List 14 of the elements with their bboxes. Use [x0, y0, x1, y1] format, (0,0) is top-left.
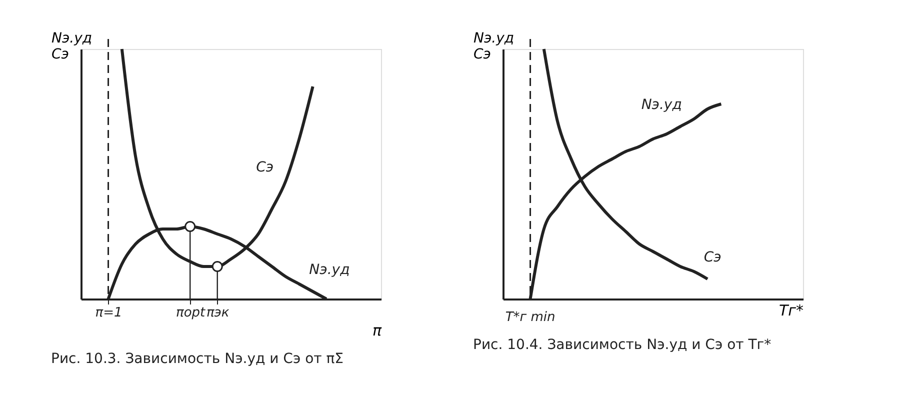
x-axis-title: π	[372, 322, 382, 340]
y-axis-title: Nэ.уд Cэ	[474, 30, 514, 62]
x-tick-label: π=1	[95, 306, 122, 320]
series-label: Nэ.уд	[641, 97, 682, 113]
series-label: Cэ	[256, 160, 274, 176]
y-axis-title: Nэ.уд Cэ	[52, 30, 92, 62]
text: Рис. 10.3. Зависимость Nэ.уд и Cэ от πΣ	[51, 351, 344, 367]
text: Рис. 10.4. Зависимость Nэ.уд и Cэ от Tг*	[473, 337, 772, 353]
x-axis-title: Tг*	[778, 302, 804, 320]
x-tick-label: πэк	[206, 306, 230, 320]
series-label: Cэ	[704, 250, 722, 266]
text: T*г min	[505, 310, 556, 325]
x-tick-label: πopt	[176, 306, 206, 320]
series-label: Nэ.уд	[309, 262, 350, 278]
